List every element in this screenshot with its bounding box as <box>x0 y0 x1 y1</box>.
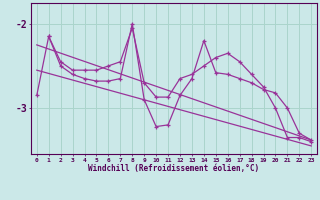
X-axis label: Windchill (Refroidissement éolien,°C): Windchill (Refroidissement éolien,°C) <box>88 164 260 173</box>
